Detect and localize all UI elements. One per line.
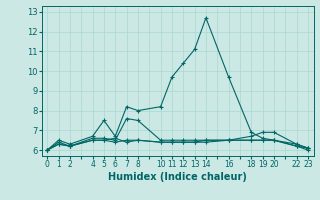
X-axis label: Humidex (Indice chaleur): Humidex (Indice chaleur) [108, 172, 247, 182]
